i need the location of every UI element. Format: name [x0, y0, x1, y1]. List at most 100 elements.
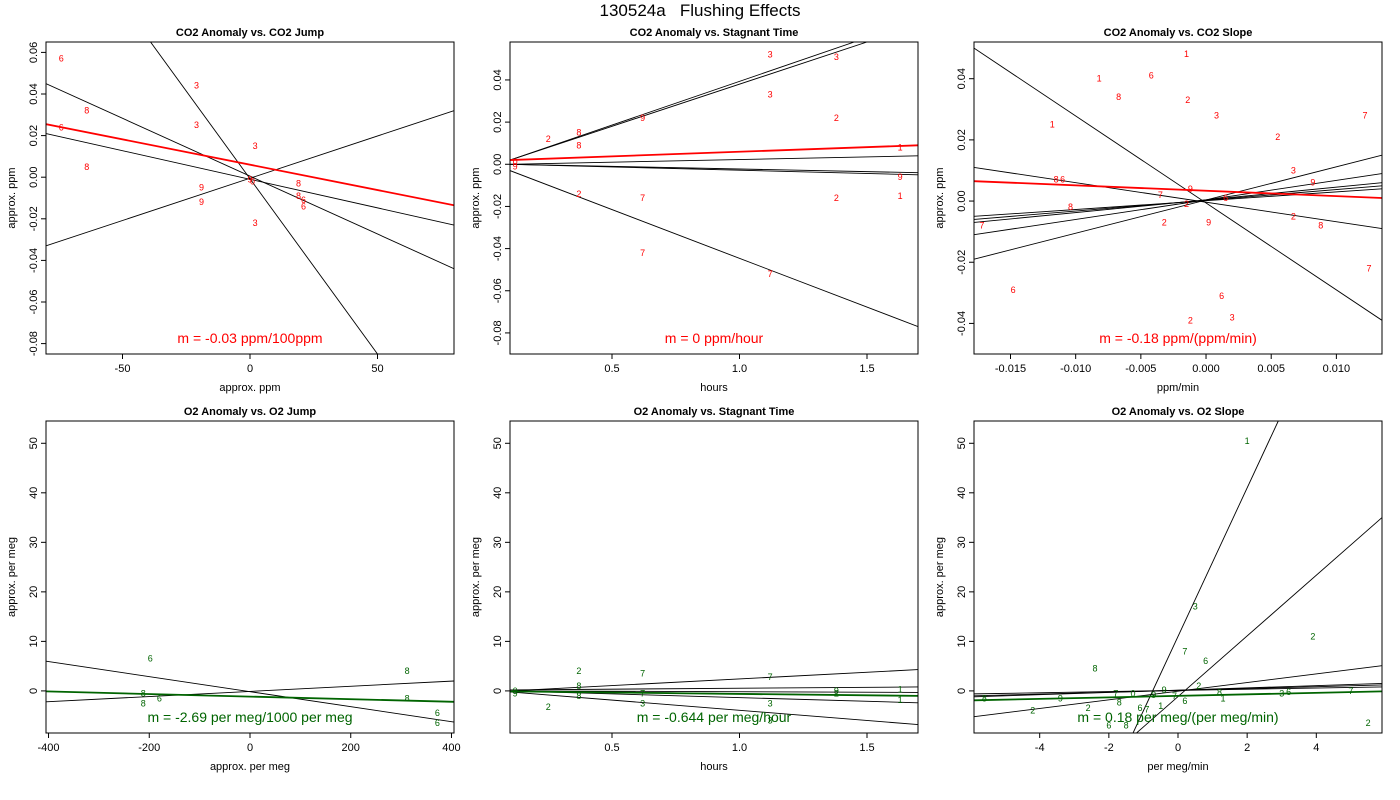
- regression-line: [150, 42, 378, 354]
- y-tick-label: 50: [956, 437, 968, 449]
- plot-frame: [509, 41, 919, 355]
- data-point-label: 3: [1214, 110, 1219, 120]
- x-tick-label: 1.5: [859, 742, 874, 754]
- data-point-label: 7: [640, 193, 645, 203]
- data-point-label: 2: [1196, 681, 1201, 691]
- regression-line: [46, 680, 454, 703]
- data-point-label: 6: [1137, 703, 1142, 713]
- data-point-label: 8: [1318, 221, 1323, 231]
- data-point-label: 8: [1116, 92, 1121, 102]
- data-point-label: 9: [1151, 690, 1156, 700]
- y-tick-label: 0.00: [492, 154, 504, 175]
- data-point-label: 3: [194, 120, 199, 130]
- data-point-label: 2: [1275, 132, 1280, 142]
- data-point-label: 1: [898, 142, 903, 152]
- data-point-label: 9: [247, 174, 252, 184]
- data-point-label: 6: [59, 122, 64, 132]
- data-point-label: 6: [1182, 696, 1187, 706]
- x-tick-label: 0.000: [1192, 363, 1220, 375]
- x-tick-label: 0.005: [1257, 363, 1285, 375]
- data-point-label: 9: [513, 688, 518, 698]
- data-point-label: 2: [834, 193, 839, 203]
- plot-frame: [973, 420, 1383, 734]
- data-point-label: 3: [1291, 165, 1296, 175]
- data-point-label: 8: [1124, 721, 1129, 731]
- slope-annotation: m = -0.03 ppm/100ppm: [177, 330, 322, 346]
- regression-line: [974, 154, 1382, 260]
- data-point-label: 6: [1011, 285, 1016, 295]
- data-point-label: 1: [1245, 436, 1250, 446]
- data-point-label: 7: [768, 269, 773, 279]
- overall-fit-line: [974, 180, 1382, 199]
- data-point-label: 6: [1149, 71, 1154, 81]
- data-point-label: 1: [1184, 49, 1189, 59]
- x-axis-label: ppm/min: [1157, 382, 1199, 394]
- data-point-label: 1: [898, 191, 903, 201]
- data-point-label: 8: [296, 178, 301, 188]
- data-point-label: 3: [1230, 312, 1235, 322]
- data-point-label: 9: [513, 161, 518, 171]
- y-tick-label: 0: [28, 688, 40, 694]
- y-tick-label: -0.02: [28, 206, 40, 231]
- x-tick-label: -200: [138, 742, 160, 754]
- regression-line: [46, 83, 454, 270]
- data-point-label: 8: [405, 666, 410, 676]
- x-tick-label: 200: [342, 742, 360, 754]
- data-point-label: 2: [1184, 199, 1189, 209]
- data-point-label: 8: [1093, 664, 1098, 674]
- y-tick-label: 0.02: [28, 125, 40, 146]
- x-tick-label: -0.005: [1125, 363, 1156, 375]
- y-tick-label: -0.02: [956, 250, 968, 275]
- x-tick-label: -400: [38, 742, 60, 754]
- x-tick-label: -0.015: [995, 363, 1026, 375]
- x-tick-label: 1.0: [732, 742, 747, 754]
- y-axis-label: approx. ppm: [6, 167, 18, 228]
- data-point-label: 6: [1219, 291, 1224, 301]
- data-point-label: 3: [768, 50, 773, 60]
- data-point-label: 2: [1030, 706, 1035, 716]
- data-point-label: 3: [1193, 602, 1198, 612]
- data-point-label: 8: [84, 106, 89, 116]
- data-point-label: 6: [435, 718, 440, 728]
- data-point-label: 1: [1050, 120, 1055, 130]
- data-point-label: 7: [640, 248, 645, 258]
- y-tick-label: -0.06: [492, 278, 504, 303]
- data-point-label: 8: [1054, 175, 1059, 185]
- regression-line: [510, 686, 918, 691]
- x-tick-label: 0: [247, 742, 253, 754]
- data-point-label: 6: [1106, 721, 1111, 731]
- data-point-label: 6: [1286, 687, 1291, 697]
- x-tick-label: -2: [1104, 742, 1114, 754]
- data-point-label: 0: [250, 176, 255, 186]
- data-point-label: 8: [576, 140, 581, 150]
- data-point-label: 7: [1182, 646, 1187, 656]
- data-point-label: 8: [84, 162, 89, 172]
- data-point-label: 1: [1220, 693, 1225, 703]
- data-point-label: 2: [1310, 631, 1315, 641]
- slope-annotation: m = -0.18 ppm/(ppm/min): [1099, 330, 1257, 346]
- data-point-label: 9: [199, 197, 204, 207]
- x-axis-label: hours: [700, 761, 728, 773]
- data-point-label: 9: [1188, 184, 1193, 194]
- data-point-label: 8: [1217, 687, 1222, 697]
- panel-title: O2 Anomaly vs. Stagnant Time: [634, 406, 795, 418]
- y-tick-label: -0.04: [492, 236, 504, 261]
- regression-line: [974, 173, 1382, 236]
- y-axis-label: approx. per meg: [470, 537, 482, 617]
- slope-annotation: m = 0 ppm/hour: [665, 330, 764, 346]
- data-point-label: 7: [1348, 686, 1353, 696]
- regression-line: [974, 47, 1382, 321]
- y-tick-label: 0.04: [956, 68, 968, 89]
- overall-fit-line: [510, 690, 918, 697]
- x-tick-label: -50: [115, 363, 131, 375]
- data-point-label: 3: [253, 218, 258, 228]
- data-point-label: 9: [1206, 217, 1211, 227]
- x-tick-label: 0.010: [1323, 363, 1351, 375]
- y-tick-label: 0.02: [492, 111, 504, 132]
- data-point-label: 9: [898, 172, 903, 182]
- regression-line: [1132, 421, 1279, 733]
- panel-title: CO2 Anomaly vs. CO2 Slope: [1104, 27, 1253, 39]
